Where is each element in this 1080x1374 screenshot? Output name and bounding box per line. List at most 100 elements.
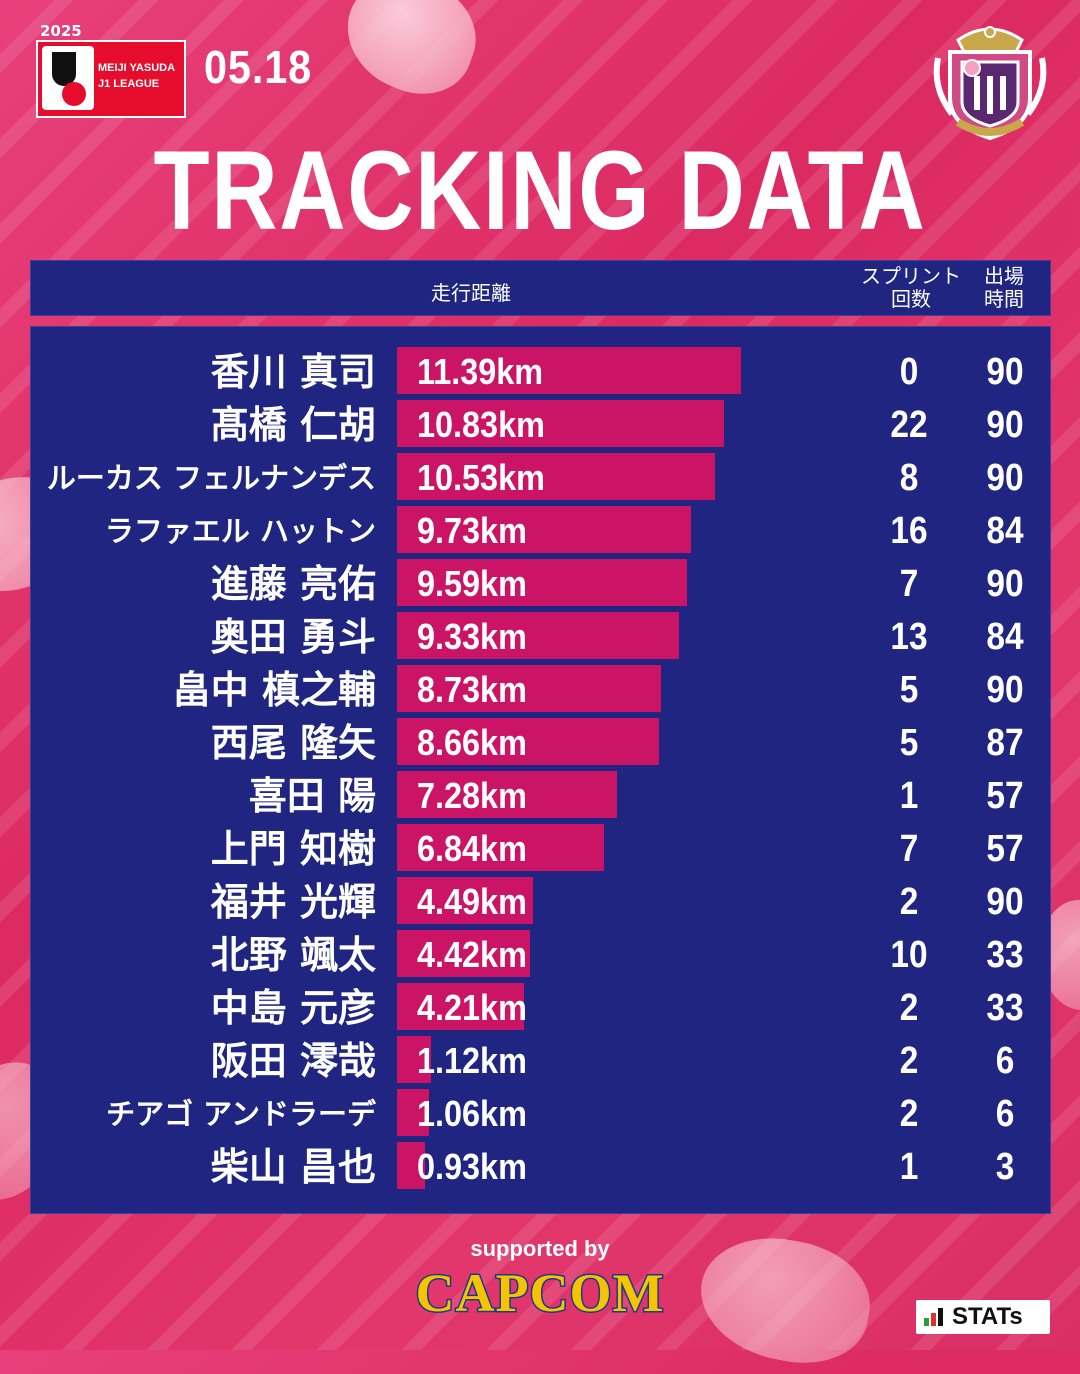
player-name: 阪田 澪哉: [210, 1039, 376, 1083]
distance-label: 11.39km: [417, 351, 544, 392]
cerezo-osaka-crest-icon: [933, 26, 1047, 141]
sprint-count: 2: [899, 881, 919, 923]
table-row: 髙橋 仁胡 10.83km 22 90: [31, 400, 1050, 453]
distance-label: 6.84km: [417, 828, 527, 869]
league-name: MEIJI YASUDA J1 LEAGUE: [98, 60, 175, 92]
stats-logo: STATs: [916, 1300, 1050, 1334]
table-row: チアゴ アンドラーデ 1.06km 2 6: [31, 1089, 1050, 1142]
page-title: TRACKING DATA: [153, 128, 927, 253]
sprint-count: 2: [899, 1093, 919, 1135]
minutes-played: 90: [986, 351, 1024, 393]
distance-label: 4.49km: [417, 881, 527, 922]
sprint-count: 8: [899, 457, 919, 499]
distance-label: 9.33km: [417, 616, 527, 657]
distance-bar: [397, 665, 661, 712]
minutes-played: 84: [986, 510, 1024, 552]
player-name: 香川 真司: [210, 350, 376, 394]
distance-bar: [397, 718, 659, 765]
league-year: 2025: [40, 22, 82, 40]
stats-bars-icon: [924, 1308, 943, 1326]
distance-bar: [397, 453, 716, 500]
sprint-count: 5: [899, 669, 919, 711]
player-name: チアゴ アンドラーデ: [106, 1097, 376, 1131]
table-row: 中島 元彦 4.21km 2 33: [31, 983, 1050, 1036]
distance-label: 10.53km: [417, 457, 545, 498]
sprint-count: 22: [890, 404, 928, 446]
minutes-played: 90: [986, 457, 1024, 499]
header-sprints: スプリント 回数: [853, 265, 969, 311]
distance-bar: [397, 612, 679, 659]
sprint-count: 1: [899, 775, 919, 817]
table-row: 上門 知樹 6.84km 7 57: [31, 824, 1050, 877]
header-minutes-line2: 時間: [984, 287, 1024, 311]
distance-label: 9.73km: [417, 510, 527, 551]
distance-label: 7.28km: [417, 775, 527, 816]
table-header: 走行距離 スプリント 回数 出場 時間: [30, 260, 1051, 316]
distance-bar: [397, 930, 531, 977]
distance-bar: [397, 1142, 426, 1189]
sprint-count: 10: [890, 934, 928, 976]
distance-label: 8.66km: [417, 722, 527, 763]
distance-label: 4.42km: [417, 934, 527, 975]
table-row: ラファエル ハットン 9.73km 16 84: [31, 506, 1050, 559]
player-name: 柴山 昌也: [210, 1145, 376, 1189]
minutes-played: 57: [986, 828, 1024, 870]
match-date: 05.18: [204, 41, 313, 93]
distance-label: 10.83km: [417, 404, 545, 445]
player-name: 進藤 亮佑: [210, 562, 376, 606]
minutes-played: 6: [995, 1093, 1015, 1135]
minutes-played: 90: [986, 563, 1024, 605]
player-name: ルーカス フェルナンデス: [46, 461, 376, 495]
distance-bar: [397, 983, 525, 1030]
distance-bar: [397, 1036, 431, 1083]
minutes-played: 33: [986, 934, 1024, 976]
league-name-line1: MEIJI YASUDA: [98, 62, 176, 74]
table-row: 畠中 槙之輔 8.73km 5 90: [31, 665, 1050, 718]
supported-by-label: supported by: [470, 1236, 610, 1261]
sprint-count: 2: [899, 987, 919, 1029]
player-name: 髙橋 仁胡: [210, 403, 376, 447]
player-name: 福井 光輝: [210, 880, 376, 924]
sprint-count: 16: [890, 510, 928, 552]
minutes-played: 90: [986, 881, 1024, 923]
minutes-played: 84: [986, 616, 1024, 658]
distance-bar: [397, 877, 533, 924]
sprint-count: 5: [899, 722, 919, 764]
distance-bar: [397, 1089, 429, 1136]
table-row: 北野 颯太 4.42km 10 33: [31, 930, 1050, 983]
table-row: 進藤 亮佑 9.59km 7 90: [31, 559, 1050, 612]
header-minutes: 出場 時間: [977, 265, 1031, 311]
distance-bar: [397, 506, 691, 553]
table-row: 奥田 勇斗 9.33km 13 84: [31, 612, 1050, 665]
sprint-count: 2: [899, 1040, 919, 1082]
distance-label: 4.21km: [417, 987, 527, 1028]
minutes-played: 3: [995, 1146, 1015, 1188]
capcom-logo: CAPCOM: [414, 1262, 665, 1325]
sprint-count: 7: [899, 563, 919, 605]
distance-bar: [397, 559, 687, 606]
minutes-played: 87: [986, 722, 1024, 764]
player-name: 喜田 陽: [248, 774, 376, 818]
table-row: 香川 真司 11.39km 0 90: [31, 347, 1050, 400]
minutes-played: 90: [986, 669, 1024, 711]
minutes-played: 6: [995, 1040, 1015, 1082]
sprint-count: 1: [899, 1146, 919, 1188]
sprint-count: 0: [899, 351, 919, 393]
league-name-line2: J1 LEAGUE: [98, 78, 160, 90]
distance-bar: [397, 771, 617, 818]
distance-label: 1.12km: [417, 1040, 527, 1081]
distance-bar: [397, 400, 725, 447]
j-league-logo: 2025 MEIJI YASUDA J1 LEAGUE: [36, 20, 186, 118]
header-sprints-line2: 回数: [891, 287, 931, 311]
table-row: 柴山 昌也 0.93km 1 3: [31, 1142, 1050, 1195]
table-row: 西尾 隆矢 8.66km 5 87: [31, 718, 1050, 771]
minutes-played: 90: [986, 404, 1024, 446]
j-league-badge: MEIJI YASUDA J1 LEAGUE: [36, 40, 186, 118]
header-distance: 走行距離: [431, 281, 511, 305]
distance-label: 0.93km: [417, 1146, 527, 1187]
header-minutes-line1: 出場: [984, 264, 1024, 288]
player-name: 上門 知樹: [210, 827, 376, 871]
player-name: 中島 元彦: [210, 986, 376, 1030]
player-name: ラファエル ハットン: [104, 514, 376, 548]
distance-label: 9.59km: [417, 563, 527, 604]
